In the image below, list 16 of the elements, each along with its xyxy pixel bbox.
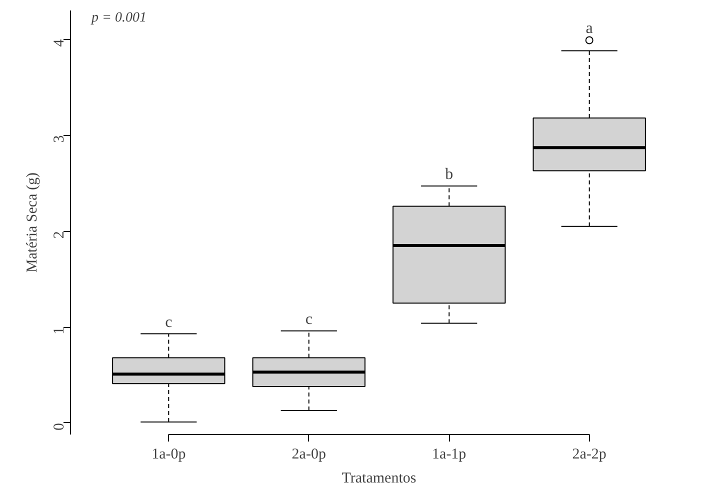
text: p = 0.001 <box>90 10 146 26</box>
x-tick-label: 2a-2p <box>572 446 606 462</box>
y-tick-label: 2 <box>52 231 68 239</box>
annotation: c <box>165 314 172 331</box>
annotation: c <box>305 310 312 328</box>
y-tick-label: 0 <box>52 422 68 430</box>
x-tick-label: 2a-0p <box>292 446 326 462</box>
y-tick-label: 3 <box>52 135 68 143</box>
y-axis-title: Matéria Seca (g) <box>24 172 40 272</box>
x-tick-label: 1a-0p <box>152 446 186 462</box>
annotation: a <box>586 20 593 38</box>
annotation: b <box>445 166 454 184</box>
y-tick-label: 4 <box>52 38 68 47</box>
y-tick-label: 1 <box>52 327 68 335</box>
x-tick-label: 1a-1p <box>432 446 466 462</box>
x-axis-title: Tratamentos <box>342 470 416 486</box>
